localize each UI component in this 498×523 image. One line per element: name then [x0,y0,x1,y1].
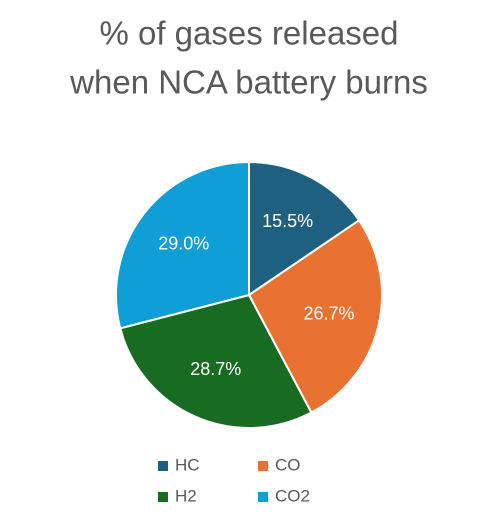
legend-swatch [258,461,268,471]
pie-slice [248,160,361,297]
chart-title: when NCA battery burns [69,64,428,101]
data-label: 29.0% [158,233,209,253]
legend-swatch [258,492,268,502]
chart-title: % of gases released [99,15,398,52]
data-label: 15.5% [262,211,313,231]
legend-label: CO2 [275,486,310,505]
data-label: 26.7% [303,304,354,324]
legend-swatch [158,461,168,471]
pie-slice [115,160,250,330]
data-label: 28.7% [190,359,241,379]
pie-slice [119,293,313,429]
pie-slice [247,218,383,414]
legend-label: H2 [175,486,197,505]
legend-swatch [158,492,168,502]
legend-label: CO [275,455,301,474]
legend-label: HC [175,455,200,474]
